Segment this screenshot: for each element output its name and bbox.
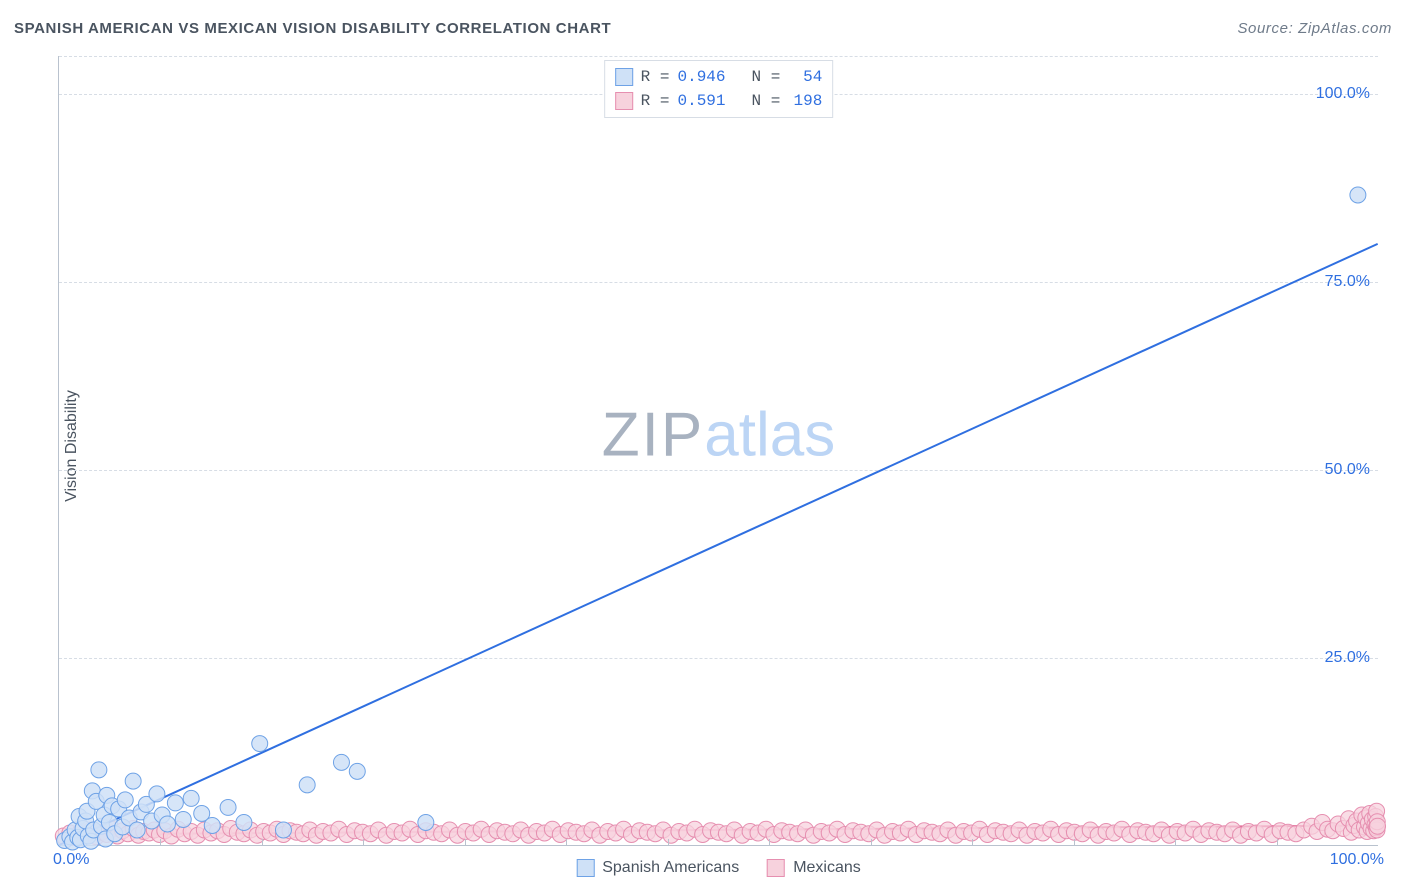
series-legend: Spanish Americans Mexicans <box>576 859 861 877</box>
legend-item-spanish-americans: Spanish Americans <box>576 859 739 877</box>
r-value: 0.591 <box>677 89 725 113</box>
swatch-blue-icon <box>576 859 594 877</box>
legend-row-pink: R = 0.591 N = 198 <box>615 89 823 113</box>
swatch-pink-icon <box>767 859 785 877</box>
x-minor-ticks <box>59 838 1378 846</box>
legend-item-mexicans: Mexicans <box>767 859 861 877</box>
x-tick-max: 100.0% <box>1330 851 1384 869</box>
header-bar: SPANISH AMERICAN VS MEXICAN VISION DISAB… <box>14 10 1392 46</box>
r-label: R = <box>641 65 670 89</box>
legend-row-blue: R = 0.946 N = 54 <box>615 65 823 89</box>
n-label: N = <box>752 65 781 89</box>
r-label: R = <box>641 89 670 113</box>
n-value: 54 <box>788 65 822 89</box>
legend-label: Spanish Americans <box>602 859 739 877</box>
source-attribution: Source: ZipAtlas.com <box>1237 20 1392 37</box>
correlation-legend: R = 0.946 N = 54 R = 0.591 N = 198 <box>604 60 834 118</box>
n-value: 198 <box>788 89 822 113</box>
r-value: 0.946 <box>677 65 725 89</box>
scatter-svg <box>59 56 1378 845</box>
chart-title: SPANISH AMERICAN VS MEXICAN VISION DISAB… <box>14 20 611 37</box>
plot-area: ZIPatlas 25.0%50.0%75.0%100.0% R = 0.946… <box>58 56 1378 846</box>
x-tick-min: 0.0% <box>53 851 89 869</box>
swatch-blue-icon <box>615 68 633 86</box>
legend-label: Mexicans <box>793 859 861 877</box>
n-label: N = <box>752 89 781 113</box>
swatch-pink-icon <box>615 92 633 110</box>
